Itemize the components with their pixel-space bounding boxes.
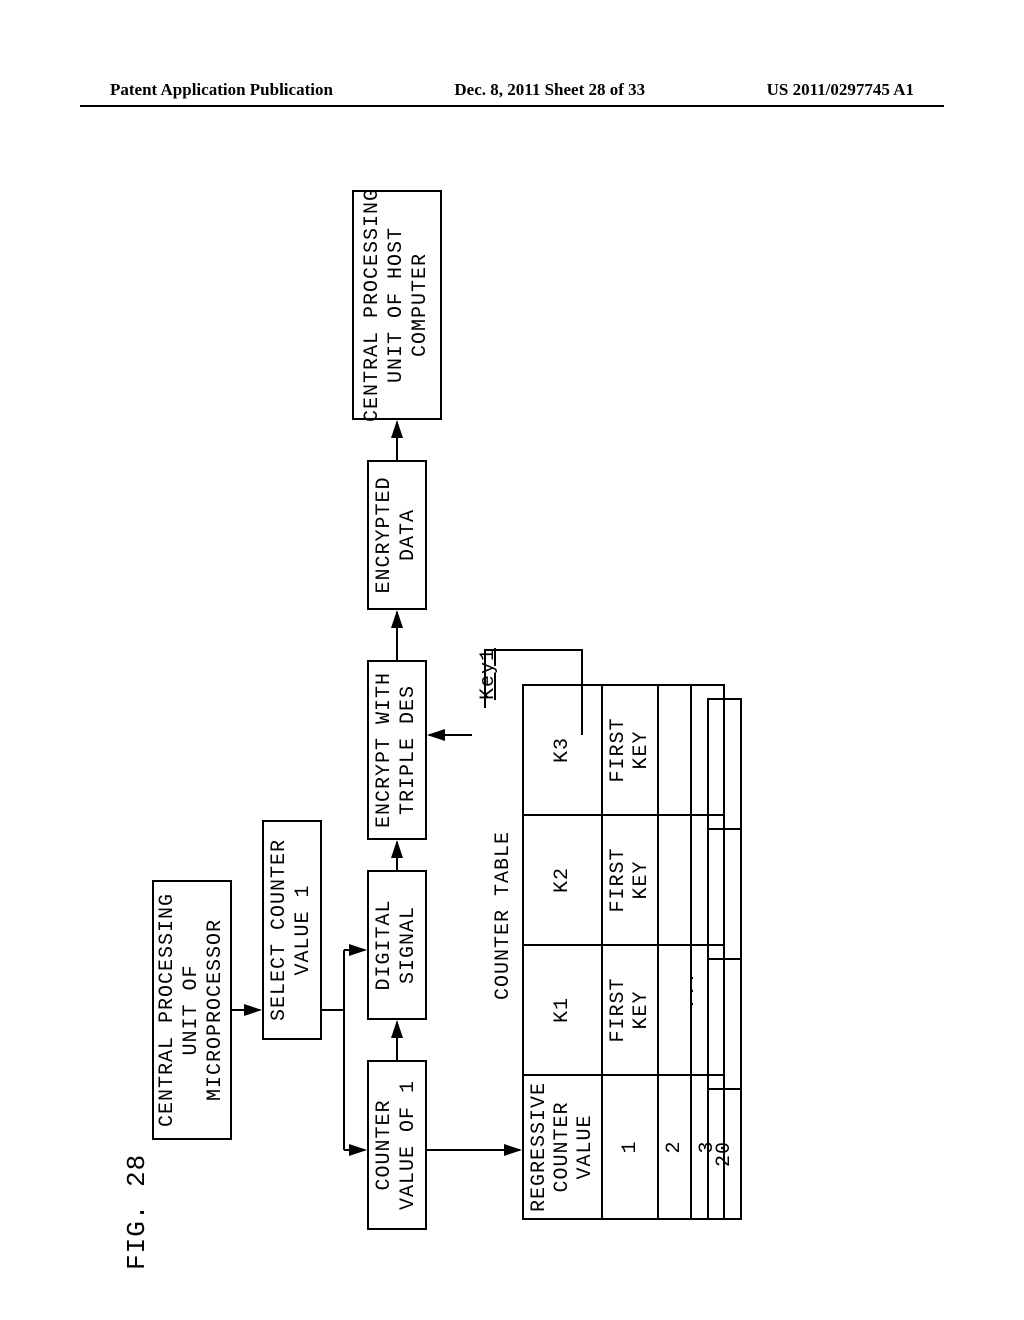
col-k1: K1	[523, 945, 602, 1075]
page-header: Patent Application Publication Dec. 8, 2…	[0, 80, 1024, 100]
box-counter-value: COUNTER VALUE OF 1	[367, 1060, 427, 1230]
box-cpu-host: CENTRAL PROCESSING UNIT OF HOST COMPUTER	[352, 190, 442, 420]
digital-signal-text: DIGITAL SIGNAL	[373, 900, 421, 991]
key1-label: Key1	[477, 648, 500, 700]
box-digital-signal: DIGITAL SIGNAL	[367, 870, 427, 1020]
counter-table: REGRESSIVE COUNTER VALUE K1 K2 K3 1 FIRS…	[522, 684, 725, 1220]
table-row: 2	[658, 685, 691, 1219]
figure-canvas: FIG. 28 CENTRAL PROCESSING UNIT OF MICRO…	[112, 190, 912, 1290]
table-ellipsis: ...	[677, 971, 700, 1010]
table-row: 1 FIRST KEY FIRST KEY FIRST KEY	[602, 685, 658, 1219]
col-k3: K3	[523, 685, 602, 815]
table-row: 20	[708, 699, 741, 1219]
counter-value-text: COUNTER VALUE OF 1	[373, 1080, 421, 1210]
select-counter-text: SELECT COUNTER VALUE 1	[268, 839, 316, 1021]
header-center: Dec. 8, 2011 Sheet 28 of 33	[454, 80, 645, 100]
box-cpu-micro: CENTRAL PROCESSING UNIT OF MICROPROCESSO…	[152, 880, 232, 1140]
header-left: Patent Application Publication	[110, 80, 333, 100]
box-encrypted-data: ENCRYPTED DATA	[367, 460, 427, 610]
figure-label: FIG. 28	[122, 1154, 152, 1270]
box-select-counter: SELECT COUNTER VALUE 1	[262, 820, 322, 1040]
cpu-host-text: CENTRAL PROCESSING UNIT OF HOST COMPUTER	[361, 188, 433, 422]
header-right: US 2011/0297745 A1	[767, 80, 914, 100]
header-rule	[80, 105, 944, 107]
encrypt-text: ENCRYPT WITH TRIPLE DES	[373, 672, 421, 828]
encrypted-data-text: ENCRYPTED DATA	[373, 476, 421, 593]
cpu-micro-text: CENTRAL PROCESSING UNIT OF MICROPROCESSO…	[156, 893, 228, 1127]
arrow-layer	[112, 190, 912, 1290]
col-k2: K2	[523, 815, 602, 945]
counter-table-last: 20	[707, 698, 742, 1220]
col-regressive: REGRESSIVE COUNTER VALUE	[523, 1075, 602, 1219]
counter-table-label: COUNTER TABLE	[492, 831, 515, 1000]
box-encrypt: ENCRYPT WITH TRIPLE DES	[367, 660, 427, 840]
table-header-row: REGRESSIVE COUNTER VALUE K1 K2 K3	[523, 685, 602, 1219]
